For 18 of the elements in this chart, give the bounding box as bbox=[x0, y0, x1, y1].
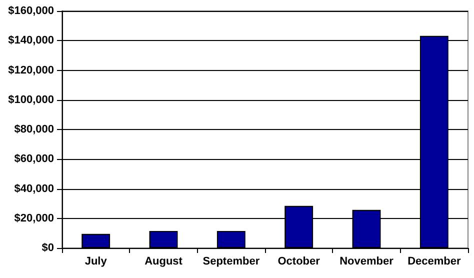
y-tick-label: $100,000 bbox=[8, 94, 54, 106]
x-tick-label: October bbox=[278, 256, 321, 268]
y-tick-label: $60,000 bbox=[14, 153, 54, 166]
x-tick-label: August bbox=[144, 256, 183, 268]
bar bbox=[82, 234, 110, 248]
y-tick-label: $160,000 bbox=[8, 5, 54, 17]
bar bbox=[216, 230, 246, 248]
y-tick-label: $0 bbox=[42, 242, 54, 254]
y-tick-label: $80,000 bbox=[14, 124, 54, 136]
x-tick-label: July bbox=[84, 256, 108, 268]
x-tick-label: September bbox=[202, 256, 260, 268]
x-tick-label: November bbox=[340, 256, 394, 268]
y-tick-label: $120,000 bbox=[8, 64, 54, 76]
y-tick-label: $40,000 bbox=[14, 182, 54, 195]
bar bbox=[149, 230, 178, 248]
x-tick-label: December bbox=[408, 256, 462, 268]
y-tick-label: $20,000 bbox=[14, 212, 54, 224]
y-tick-label: $140,000 bbox=[8, 34, 54, 47]
